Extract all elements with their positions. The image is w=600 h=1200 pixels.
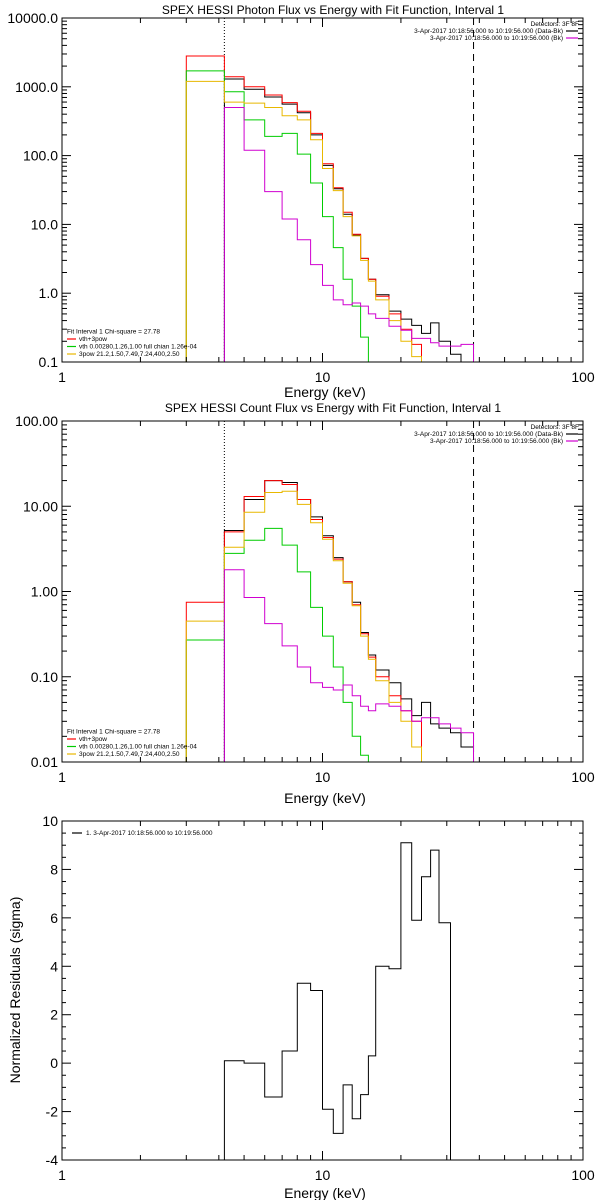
residuals-panel: Energy (keV) Normalized Residuals (sigma… <box>7 813 595 1200</box>
photon-flux-ytick-label: 100.0 <box>23 148 58 164</box>
photon-flux-panel: SPEX HESSI Photon Flux vs Energy with Fi… <box>7 3 595 400</box>
count-flux-fit-legend-item-2: vth+3pow <box>79 736 107 743</box>
residuals-ytick-label: 8 <box>50 861 58 877</box>
residuals-ytick-label: 6 <box>50 910 58 926</box>
count-flux-ytick-label: 0.01 <box>31 754 58 770</box>
residuals-ytick-label: 4 <box>50 958 58 974</box>
photon-flux-ytick-label: 1.0 <box>39 285 59 301</box>
photon-flux-fit-legend-item-3: vth 0.00280,1.26,1.00 full chian 1.26e-0… <box>79 344 197 351</box>
residuals-ytick-label: -4 <box>46 1152 59 1168</box>
photon-flux-fit-legend-item-4: 3pow 21.2,1.50,7.49,7.24,400,2.50 <box>79 351 180 358</box>
photon-flux-xlabel: Energy (keV) <box>284 384 366 400</box>
photon-flux-ytick-label: 10000.0 <box>7 10 58 26</box>
photon-flux-legend-item-2: 3-Apr-2017 10:18:56.000 to 10:19:56.000 … <box>414 28 563 35</box>
count-flux-ytick-label: 10.00 <box>23 498 58 514</box>
count-flux-series-1-data-bk <box>223 480 474 762</box>
residuals-legend-item-1: 1. 3-Apr-2017 10:18:56.000 to 10:19:56.0… <box>86 830 213 837</box>
photon-flux-series-5-bk <box>223 107 474 362</box>
residuals-ytick-label: -2 <box>46 1104 59 1120</box>
photon-flux-xtick-label: 100 <box>571 369 595 385</box>
photon-flux-legend-item-3: 3-Apr-2017 10:18:56.000 to 10:19:56.000 … <box>430 35 563 42</box>
count-flux-fit-legend-item-4: 3pow 21.2,1.50,7.49,7.24,400,2.50 <box>79 751 180 758</box>
residuals-ytick-label: 2 <box>50 1007 58 1023</box>
count-flux-title: SPEX HESSI Count Flux vs Energy with Fit… <box>165 401 501 415</box>
count-flux-fit-legend-item-3: vth 0.00280,1.26,1.00 full chian 1.26e-0… <box>79 744 197 751</box>
residuals-xtick-label: 1 <box>58 1167 66 1183</box>
photon-flux-series-4-3pow <box>185 80 474 362</box>
photon-flux-series-2-vth-3pow <box>185 55 474 362</box>
residuals-ytick-label: 0 <box>50 1055 58 1071</box>
count-flux-xtick-label: 10 <box>315 769 331 785</box>
photon-flux-xtick-label: 1 <box>58 369 66 385</box>
count-flux-xtick-label: 100 <box>571 769 595 785</box>
count-flux-fit-legend-item-1: Fit Interval 1 Chi-square = 27.78 <box>67 729 160 736</box>
photon-flux-legend-item-1: Detectors: 3F 8F <box>531 21 579 28</box>
count-flux-xtick-label: 1 <box>58 769 66 785</box>
photon-flux-ytick-label: 1000.0 <box>15 79 58 95</box>
residuals-ytick-label: 10 <box>42 813 58 829</box>
count-flux-ytick-label: 100.00 <box>15 413 58 429</box>
count-flux-series-4-3pow <box>185 490 474 762</box>
count-flux-xlabel: Energy (keV) <box>284 790 366 806</box>
count-flux-legend-item-2: 3-Apr-2017 10:18:56.000 to 10:19:56.000 … <box>414 431 563 438</box>
count-flux-series-5-bk <box>223 569 474 762</box>
residuals-xtick-label: 10 <box>315 1167 331 1183</box>
photon-flux-fit-legend-item-2: vth+3pow <box>79 336 107 343</box>
residuals-xtick-label: 100 <box>571 1167 595 1183</box>
photon-flux-title: SPEX HESSI Photon Flux vs Energy with Fi… <box>162 3 504 17</box>
residuals-ylabel: Normalized Residuals (sigma) <box>7 897 23 1084</box>
photon-flux-ytick-label: 10.0 <box>31 216 58 232</box>
photon-flux-series-3-vth <box>185 70 474 362</box>
count-flux-ytick-label: 1.00 <box>31 584 58 600</box>
count-flux-legend-item-3: 3-Apr-2017 10:18:56.000 to 10:19:56.000 … <box>430 438 563 445</box>
count-flux-legend-item-1: Detectors: 3F 8F <box>531 424 579 431</box>
residuals-xlabel: Energy (keV) <box>284 1185 366 1200</box>
photon-flux-fit-legend-item-1: Fit Interval 1 Chi-square = 27.78 <box>67 329 160 336</box>
count-flux-series-3-vth <box>185 527 474 762</box>
residuals-series-1-1-3-apr-2017-10-18-56-000-to-10-19-56-000 <box>223 842 474 1160</box>
count-flux-panel: SPEX HESSI Count Flux vs Energy with Fit… <box>15 401 595 806</box>
photon-flux-ytick-label: 0.1 <box>39 354 59 370</box>
photon-flux-xtick-label: 10 <box>315 369 331 385</box>
count-flux-ytick-label: 0.10 <box>31 669 58 685</box>
